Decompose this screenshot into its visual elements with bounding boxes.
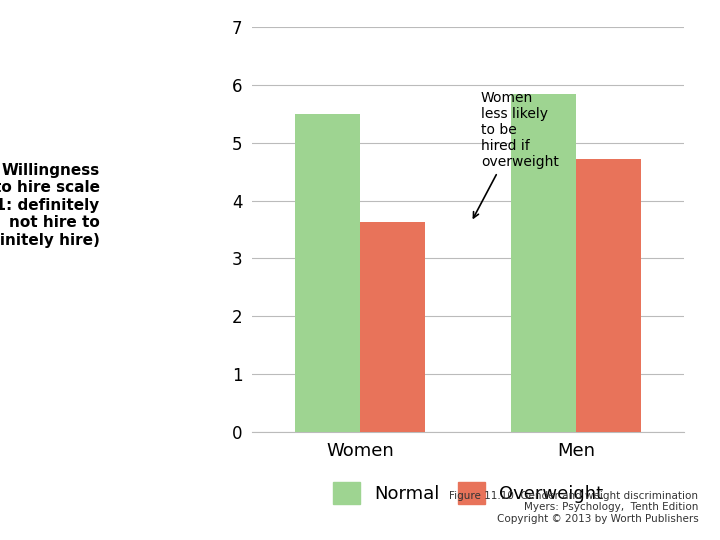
Bar — [576, 159, 641, 432]
Text: Women
less likely
to be
hired if
overweight: Women less likely to be hired if overwei… — [474, 91, 559, 218]
Bar — [360, 222, 425, 432]
Text: Willingness
to hire scale
(from 1: definitely
not hire to
7: definitely hire): Willingness to hire scale (from 1: defin… — [0, 163, 100, 247]
Bar — [511, 93, 576, 432]
Bar — [295, 114, 360, 432]
Text: Figure 11.10  Gender and weight discrimination
Myers: Psychology,  Tenth Edition: Figure 11.10 Gender and weight discrimin… — [449, 491, 698, 524]
Legend: Normal, Overweight: Normal, Overweight — [333, 482, 603, 504]
